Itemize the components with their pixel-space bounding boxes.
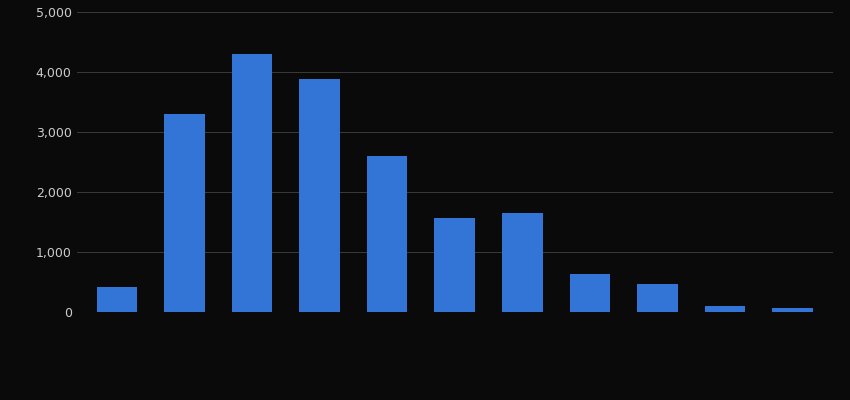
Bar [434, 218, 475, 312]
Bar [164, 114, 205, 312]
Bar [638, 284, 677, 312]
Bar [232, 54, 272, 312]
Bar [299, 79, 340, 312]
Bar [705, 306, 745, 312]
Bar [502, 213, 542, 312]
Bar [97, 287, 138, 312]
Bar [772, 308, 813, 312]
Bar [367, 156, 407, 312]
Bar [570, 274, 610, 312]
